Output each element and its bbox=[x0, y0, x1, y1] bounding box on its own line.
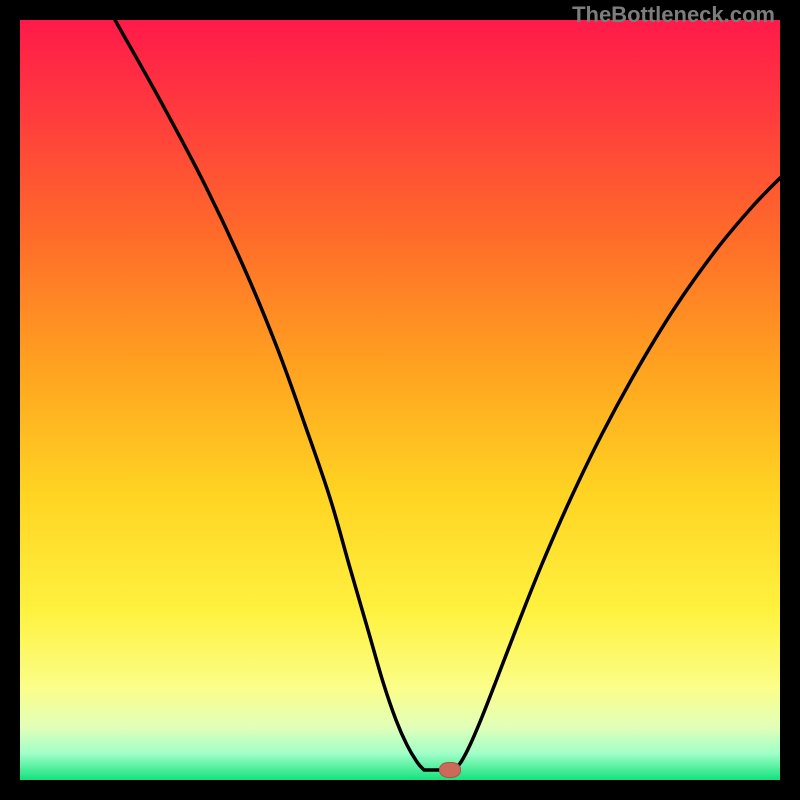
watermark-text: TheBottleneck.com bbox=[572, 2, 775, 28]
chart-container: TheBottleneck.com bbox=[0, 0, 800, 800]
curve-path bbox=[115, 20, 780, 770]
bottleneck-curve bbox=[20, 20, 780, 780]
bottleneck-marker bbox=[439, 762, 461, 778]
plot-area bbox=[20, 20, 780, 780]
